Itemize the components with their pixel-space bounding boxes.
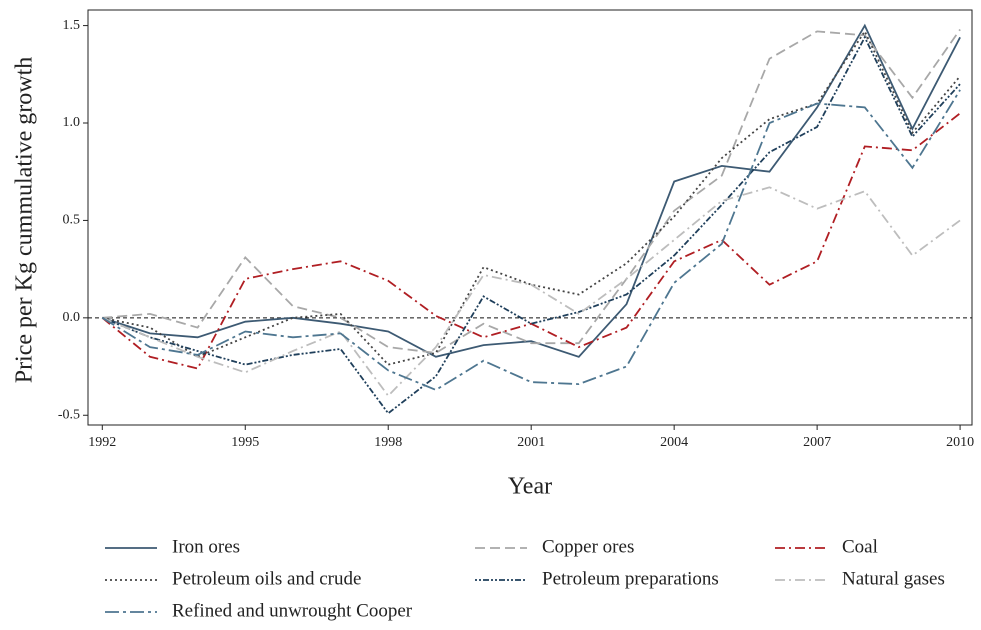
- x-axis-label: Year: [508, 474, 552, 500]
- legend-label: Petroleum preparations: [542, 568, 719, 589]
- legend-label: Natural gases: [842, 568, 945, 589]
- legend-label: Iron ores: [172, 536, 240, 557]
- y-tick-label: 1.5: [63, 18, 81, 33]
- series-line: [101, 89, 961, 391]
- series-line: [101, 35, 961, 415]
- x-tick-label: 2001: [517, 435, 545, 450]
- x-tick-label: 1998: [374, 435, 402, 450]
- y-tick-label: 0.0: [63, 310, 81, 325]
- y-tick-label: -0.5: [58, 407, 80, 422]
- series-line: [101, 112, 961, 370]
- y-tick-label: 0.5: [63, 213, 81, 228]
- y-tick-label: 1.0: [63, 115, 81, 130]
- x-tick-label: 2004: [660, 435, 688, 450]
- x-tick-label: 2007: [803, 435, 831, 450]
- y-axis-label: Price per Kg cummulative growth: [12, 57, 38, 384]
- legend-label: Copper ores: [542, 536, 634, 557]
- series-line: [102, 23, 961, 358]
- x-tick-label: 2010: [946, 435, 974, 450]
- legend-label: Refined and unwrought Cooper: [172, 600, 413, 621]
- series-line: [102, 29, 961, 366]
- x-tick-label: 1992: [88, 435, 116, 450]
- legend-label: Coal: [842, 536, 878, 557]
- x-tick-label: 1995: [231, 435, 259, 450]
- plot-frame: [87, 9, 973, 426]
- legend-label: Petroleum oils and crude: [172, 568, 361, 589]
- series-line: [102, 28, 961, 354]
- series-line: [101, 186, 961, 398]
